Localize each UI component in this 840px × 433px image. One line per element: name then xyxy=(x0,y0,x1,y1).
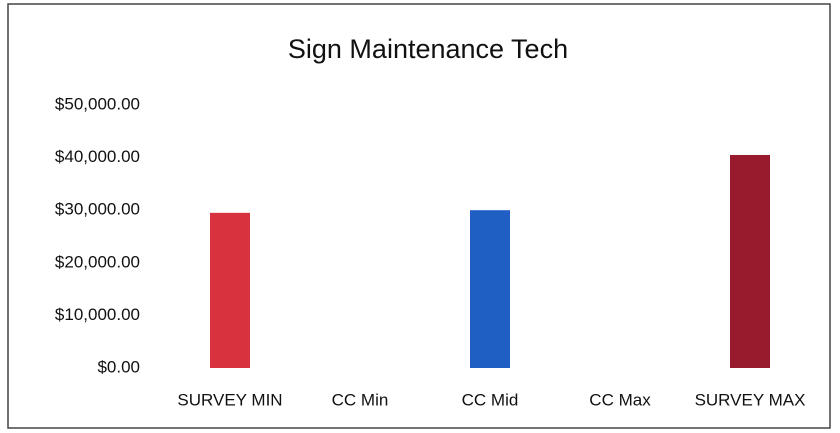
y-tick-label: $20,000.00 xyxy=(55,252,140,271)
y-tick-label: $40,000.00 xyxy=(55,147,140,166)
chart-title: Sign Maintenance Tech xyxy=(288,34,568,64)
y-tick-label: $50,000.00 xyxy=(55,94,140,113)
x-tick-label: CC Max xyxy=(589,390,651,409)
chart-frame xyxy=(7,3,831,429)
x-tick-label: SURVEY MAX xyxy=(695,390,806,409)
x-tick-label: CC Mid xyxy=(462,390,519,409)
x-tick-label: SURVEY MIN xyxy=(177,390,282,409)
bar xyxy=(730,154,770,368)
y-tick-label: $0.00 xyxy=(97,357,140,376)
x-tick-label: CC Min xyxy=(332,390,389,409)
y-tick-label: $30,000.00 xyxy=(55,200,140,219)
bar xyxy=(210,212,250,368)
y-tick-label: $10,000.00 xyxy=(55,305,140,324)
bar xyxy=(470,210,510,368)
